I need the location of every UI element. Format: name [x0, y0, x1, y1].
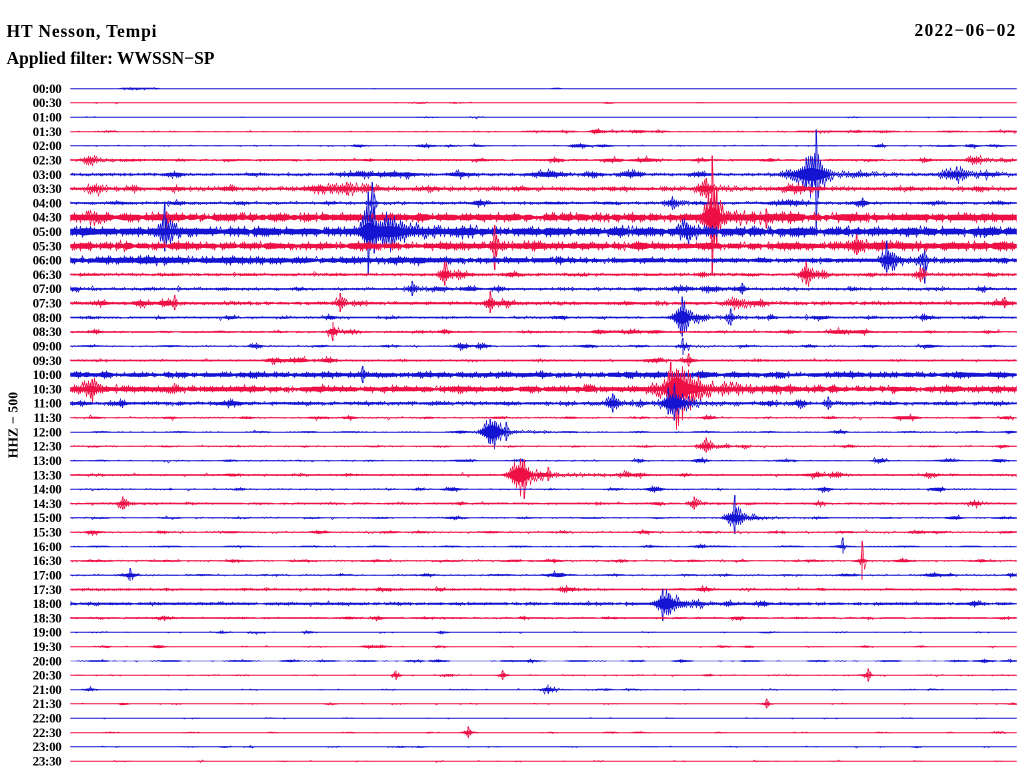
svg-text:21:00: 21:00 [33, 682, 62, 697]
svg-text:22:00: 22:00 [33, 711, 62, 726]
svg-text:06:00: 06:00 [33, 253, 62, 268]
svg-text:21:30: 21:30 [33, 696, 62, 711]
svg-text:12:00: 12:00 [33, 424, 62, 439]
svg-text:00:30: 00:30 [33, 95, 62, 110]
svg-text:01:30: 01:30 [33, 124, 62, 139]
svg-text:23:30: 23:30 [33, 754, 62, 769]
svg-text:15:30: 15:30 [33, 525, 62, 540]
svg-text:10:30: 10:30 [33, 381, 62, 396]
svg-text:03:30: 03:30 [33, 181, 62, 196]
svg-text:06:30: 06:30 [33, 267, 62, 282]
svg-text:04:30: 04:30 [33, 210, 62, 225]
svg-text:16:00: 16:00 [33, 539, 62, 554]
svg-text:07:30: 07:30 [33, 296, 62, 311]
svg-text:04:00: 04:00 [33, 195, 62, 210]
svg-text:20:00: 20:00 [33, 653, 62, 668]
svg-text:19:00: 19:00 [33, 625, 62, 640]
svg-text:20:30: 20:30 [33, 668, 62, 683]
svg-text:15:00: 15:00 [33, 510, 62, 525]
svg-text:02:30: 02:30 [33, 152, 62, 167]
svg-text:16:30: 16:30 [33, 553, 62, 568]
svg-text:11:00: 11:00 [33, 396, 61, 411]
svg-text:18:30: 18:30 [33, 610, 62, 625]
svg-text:18:00: 18:00 [33, 596, 62, 611]
svg-text:Applied filter: WWSSN−SP: Applied filter: WWSSN−SP [7, 48, 215, 68]
svg-text:HHZ − 500: HHZ − 500 [6, 392, 21, 459]
svg-text:08:30: 08:30 [33, 324, 62, 339]
svg-text:09:30: 09:30 [33, 353, 62, 368]
svg-text:05:00: 05:00 [33, 224, 62, 239]
svg-text:19:30: 19:30 [33, 639, 62, 654]
svg-text:08:00: 08:00 [33, 310, 62, 325]
svg-text:09:00: 09:00 [33, 339, 62, 354]
svg-text:03:00: 03:00 [33, 167, 62, 182]
svg-text:11:30: 11:30 [33, 410, 61, 425]
svg-text:05:30: 05:30 [33, 238, 62, 253]
svg-text:23:00: 23:00 [33, 739, 62, 754]
svg-text:10:00: 10:00 [33, 367, 62, 382]
svg-text:17:00: 17:00 [33, 567, 62, 582]
svg-text:12:30: 12:30 [33, 439, 62, 454]
svg-text:00:00: 00:00 [33, 81, 62, 96]
svg-text:17:30: 17:30 [33, 582, 62, 597]
svg-text:01:00: 01:00 [33, 110, 62, 125]
svg-text:22:30: 22:30 [33, 725, 62, 740]
svg-text:14:00: 14:00 [33, 482, 62, 497]
svg-text:14:30: 14:30 [33, 496, 62, 511]
svg-text:13:30: 13:30 [33, 467, 62, 482]
svg-text:2022−06−02: 2022−06−02 [915, 20, 1017, 40]
svg-text:HT Nesson, Tempi: HT Nesson, Tempi [7, 21, 158, 41]
svg-text:02:00: 02:00 [33, 138, 62, 153]
svg-text:07:00: 07:00 [33, 281, 62, 296]
svg-text:13:00: 13:00 [33, 453, 62, 468]
